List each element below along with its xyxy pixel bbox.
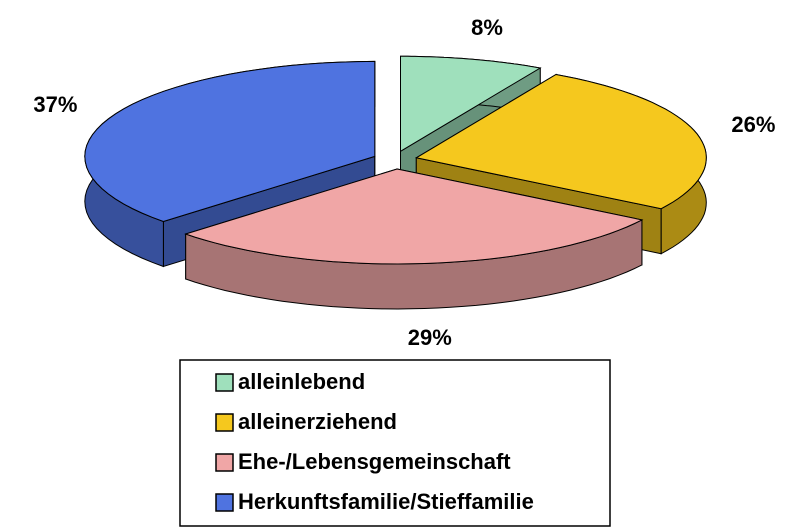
legend-label: alleinerziehend (238, 409, 397, 434)
data-label: 8% (471, 15, 503, 40)
data-label: 37% (33, 92, 77, 117)
legend-swatch (215, 493, 234, 512)
legend-swatch (215, 373, 234, 392)
slice-shade (185, 219, 642, 309)
slice (84, 60, 376, 223)
data-label: 29% (408, 325, 452, 350)
legend-label: Herkunftsfamilie/Stieffamilie (238, 489, 534, 514)
legend-box (179, 359, 611, 527)
legend-swatch (215, 413, 234, 432)
legend-label: alleinlebend (238, 369, 365, 394)
data-label: 26% (731, 112, 775, 137)
slice (184, 168, 644, 265)
slice (400, 55, 542, 153)
slice (414, 73, 707, 210)
legend-swatch (215, 453, 234, 472)
legend-label: Ehe-/Lebensgemeinschaft (238, 449, 511, 474)
